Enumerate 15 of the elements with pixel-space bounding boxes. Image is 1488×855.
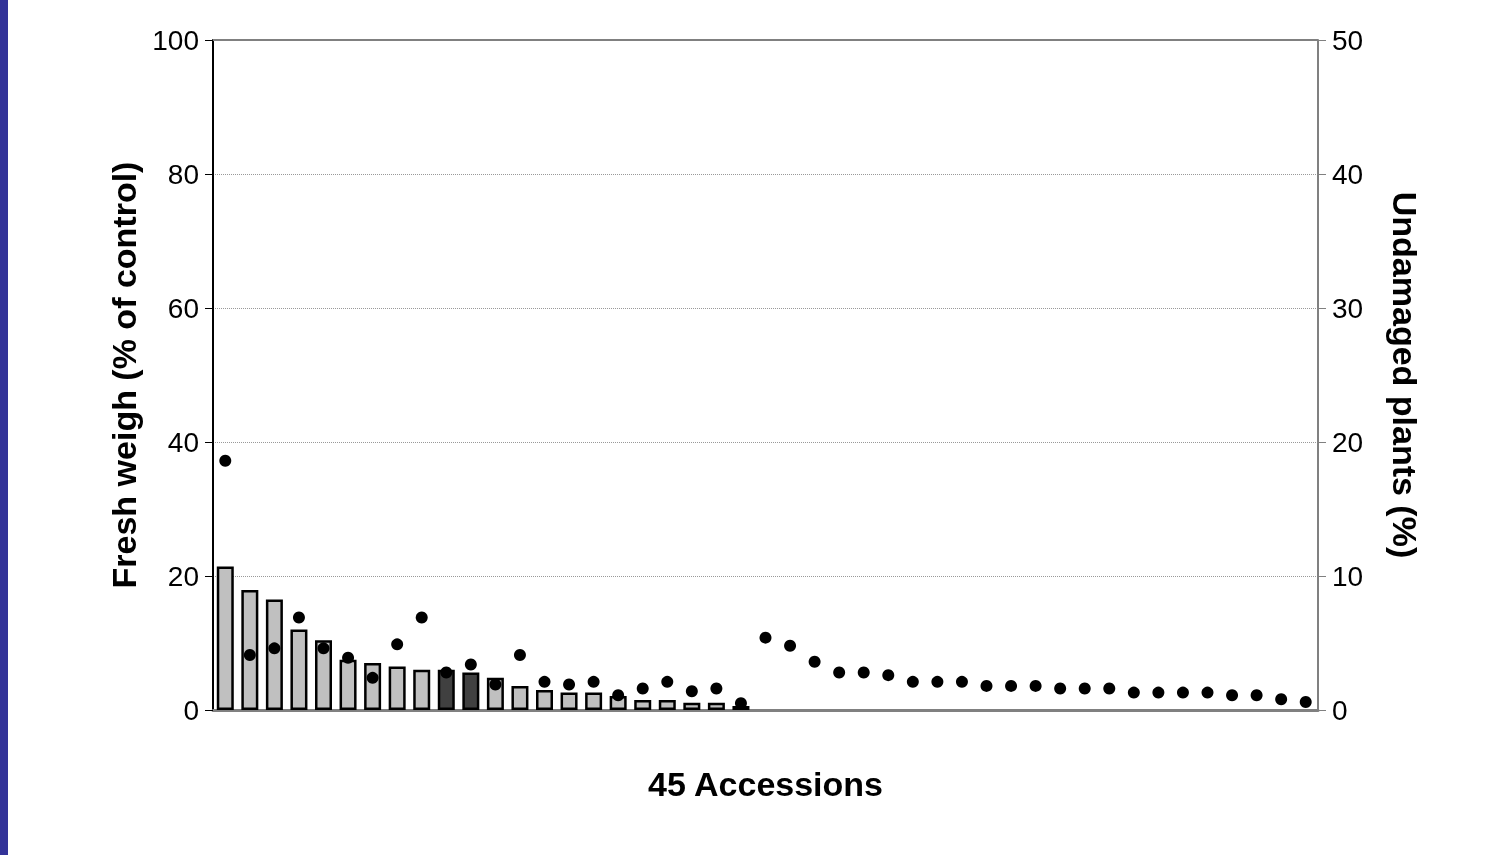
y2-tick-label: 30 <box>1332 292 1364 324</box>
y2-tick-label: 10 <box>1332 560 1364 592</box>
y2-tick-label: 20 <box>1332 426 1364 458</box>
y2-tick-label: 50 <box>1332 24 1364 56</box>
y2-tick-label: 40 <box>1332 158 1364 190</box>
y2-axis-title: Undamaged plants (%) <box>1386 191 1424 559</box>
y-tick-label: 60 <box>167 292 199 324</box>
y-tick-label: 100 <box>152 24 199 56</box>
y-tick-label: 20 <box>167 560 199 592</box>
y-tick-label: 40 <box>167 426 199 458</box>
y-tick-label: 0 <box>183 694 199 726</box>
y2-tick-label: 0 <box>1332 694 1348 726</box>
y-tick-label: 80 <box>167 158 199 190</box>
x-axis-title: 45 Accessions <box>648 765 883 803</box>
y-axis-title: Fresh weigh (% of control) <box>105 161 144 589</box>
